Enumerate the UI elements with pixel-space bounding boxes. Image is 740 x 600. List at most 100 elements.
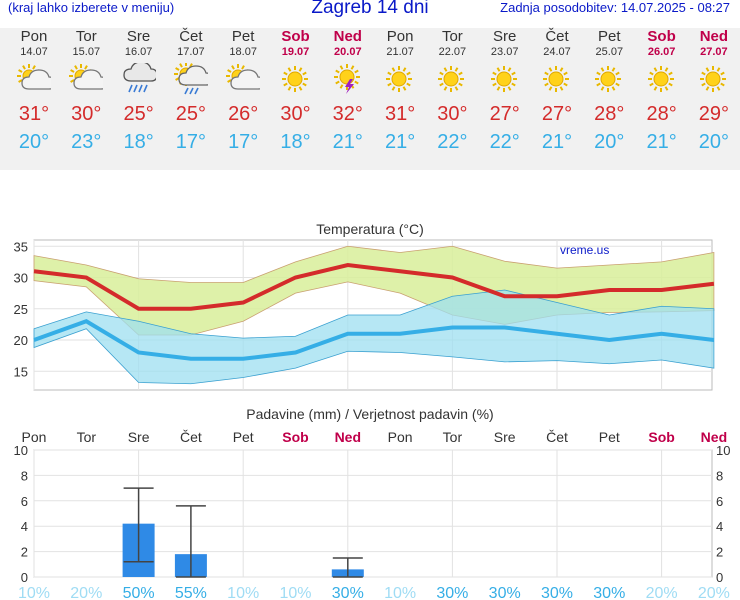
x-tick-label: Sre <box>128 429 150 445</box>
day-name: Sre <box>126 28 151 45</box>
sun-icon <box>636 60 688 100</box>
max-temperature: 28° <box>646 103 677 125</box>
sun-cloud-icon <box>60 60 112 100</box>
y-tick-label: 25 <box>14 302 28 317</box>
min-temperature: 18° <box>123 131 154 153</box>
y-tick-label: 8 <box>716 468 723 483</box>
sun-storm-icon <box>322 60 374 100</box>
chart-title: Temperatura (°C) <box>316 221 424 237</box>
min-temperature: 22° <box>489 131 520 153</box>
min-temperature: 22° <box>437 131 468 153</box>
y-tick-label: 10 <box>14 443 28 458</box>
x-tick-label: Ned <box>701 429 727 445</box>
sun-cloud-icon <box>8 60 60 100</box>
day-date: 19.07 <box>281 46 310 58</box>
max-temperature: 32° <box>332 103 363 125</box>
day-column: Čet 24.07 27° 21° <box>531 28 583 156</box>
last-update: Zadnja posodobitev: 14.07.2025 - 08:27 <box>500 0 730 15</box>
day-column: Tor 22.07 30° 22° <box>426 28 478 156</box>
x-tick-label: Pet <box>599 429 620 445</box>
day-name: Čet <box>545 28 569 45</box>
y-tick-label: 2 <box>21 545 28 560</box>
day-date: 25.07 <box>595 46 624 58</box>
y-tick-label: 30 <box>14 271 28 286</box>
x-tick-label: Tor <box>443 429 463 445</box>
day-date: 20.07 <box>334 46 362 58</box>
y-tick-label: 20 <box>14 333 28 348</box>
min-temperature: 20° <box>594 131 625 153</box>
day-date: 14.07 <box>20 46 48 58</box>
y-tick-label: 35 <box>14 239 28 254</box>
location-hint[interactable]: (kraj lahko izberete v meniju) <box>8 0 175 15</box>
y-tick-label: 0 <box>716 570 723 585</box>
day-name: Ned <box>699 28 729 45</box>
x-tick-label: Čet <box>180 429 202 445</box>
x-tick-label: Sre <box>494 429 516 445</box>
y-tick-label: 6 <box>21 494 28 509</box>
day-date: 27.07 <box>700 46 728 58</box>
day-column: Ned 20.07 32° 21° <box>322 28 374 156</box>
day-date: 26.07 <box>647 46 676 58</box>
precip-probability: 20% <box>70 585 102 600</box>
sun-icon <box>374 60 426 100</box>
day-name: Pet <box>598 28 621 45</box>
y-tick-label: 4 <box>716 519 723 534</box>
min-temperature: 21° <box>646 131 677 153</box>
sun-icon <box>479 60 531 100</box>
min-temperature: 21° <box>541 131 573 153</box>
day-column: Pon 14.07 31° 20° <box>8 28 60 156</box>
precip-probability: 20% <box>646 585 678 600</box>
day-date: 22.07 <box>438 46 467 58</box>
x-tick-label: Pon <box>22 429 47 445</box>
precip-probability: 30% <box>541 585 573 600</box>
precip-probability: 50% <box>123 585 155 600</box>
day-date: 21.07 <box>386 46 414 58</box>
max-temperature: 29° <box>698 103 730 125</box>
precip-probability: 10% <box>18 585 50 600</box>
day-name: Pet <box>231 28 255 45</box>
chart-title: Padavine (mm) / Verjetnost padavin (%) <box>246 406 493 422</box>
day-column: Pon 21.07 31° 21° <box>374 28 426 156</box>
y-tick-label: 15 <box>14 364 28 379</box>
sun-icon <box>270 60 322 100</box>
day-column: Sob 26.07 28° 21° <box>636 28 688 156</box>
sun-cloud-icon <box>217 60 269 100</box>
sun-icon <box>531 60 583 100</box>
max-temperature: 27° <box>489 103 520 125</box>
sun-icon <box>688 60 740 100</box>
min-temperature: 18° <box>280 131 311 153</box>
max-temperature: 30° <box>71 103 102 125</box>
y-tick-label: 0 <box>21 570 28 585</box>
min-temperature: 17° <box>228 131 259 153</box>
day-column: Sob 19.07 30° 18° <box>270 28 322 156</box>
min-temperature: 21° <box>384 131 416 153</box>
sun-icon <box>426 60 478 100</box>
rain-cloud-icon <box>113 60 165 100</box>
day-name: Sob <box>647 28 676 45</box>
day-date: 24.07 <box>543 46 571 58</box>
day-name: Tor <box>441 28 463 45</box>
day-date: 17.07 <box>177 46 205 58</box>
daily-forecast: Pon 14.07 31° 20° Tor 15.07 30° 23° Sre 16.07 25° 1… <box>0 28 740 170</box>
sun-rain-cloud-icon <box>165 60 217 100</box>
x-tick-label: Sob <box>282 429 308 445</box>
day-column: Tor 15.07 30° 23° <box>60 28 112 156</box>
day-name: Pon <box>386 28 414 45</box>
header-bar: (kraj lahko izberete v meniju) Zagreb 14… <box>0 0 740 22</box>
watermark: vreme.us <box>560 243 609 257</box>
day-column: Sre 16.07 25° 18° <box>113 28 165 156</box>
day-date: 15.07 <box>72 46 101 58</box>
x-tick-label: Čet <box>546 429 568 445</box>
precip-probability: 20% <box>698 585 730 600</box>
max-temperature: 31° <box>18 103 50 125</box>
x-tick-label: Pon <box>388 429 413 445</box>
day-name: Sre <box>493 28 517 45</box>
precip-probability: 10% <box>279 585 311 600</box>
precip-probability: 30% <box>593 585 625 600</box>
max-temperature: 27° <box>541 103 573 125</box>
precip-probability: 55% <box>175 585 207 600</box>
tmax-line <box>33 262 715 311</box>
min-temperature: 23° <box>71 131 102 153</box>
max-temperature: 25° <box>123 103 154 125</box>
precip-probability: 10% <box>227 585 259 600</box>
